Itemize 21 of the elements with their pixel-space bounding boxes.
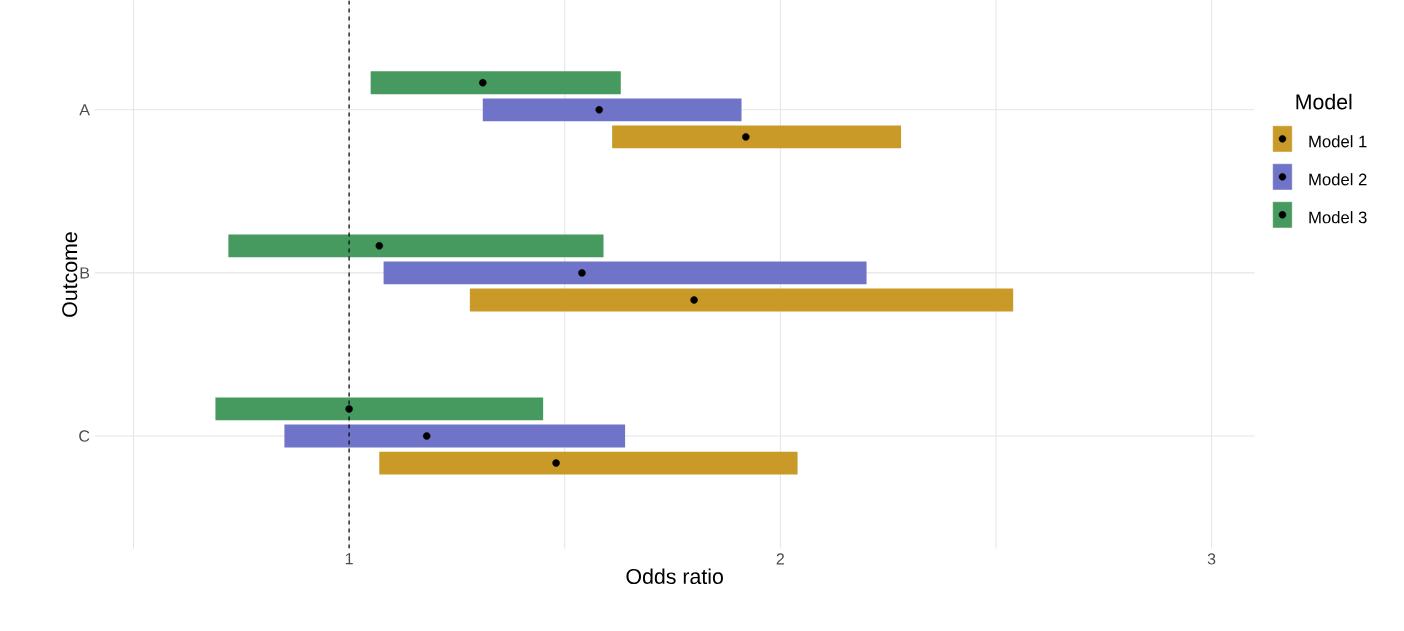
- bar: [215, 397, 544, 421]
- bar: [469, 288, 1014, 312]
- y-axis-title: Outcome: [62, 232, 78, 318]
- legend-label: Model 1: [1309, 135, 1367, 148]
- bar: [482, 98, 742, 122]
- bar: [370, 71, 621, 95]
- bar: [284, 424, 626, 448]
- y-tick-label: B: [80, 267, 90, 279]
- bar: [379, 451, 798, 475]
- x-tick-label: 2: [776, 553, 784, 565]
- legend-label: Model 3: [1309, 211, 1367, 224]
- y-tick-label: A: [79, 104, 90, 116]
- y-tick-label: C: [79, 430, 90, 442]
- bar: [383, 261, 867, 285]
- x-axis-title: Odds ratio: [626, 568, 723, 585]
- x-tick-label: 1: [345, 553, 353, 565]
- bar: [612, 125, 902, 149]
- x-tick-label: 3: [1207, 553, 1216, 565]
- bar: [228, 234, 604, 258]
- legend-label: Model 2: [1309, 173, 1367, 186]
- legend-title: Model: [1296, 94, 1352, 110]
